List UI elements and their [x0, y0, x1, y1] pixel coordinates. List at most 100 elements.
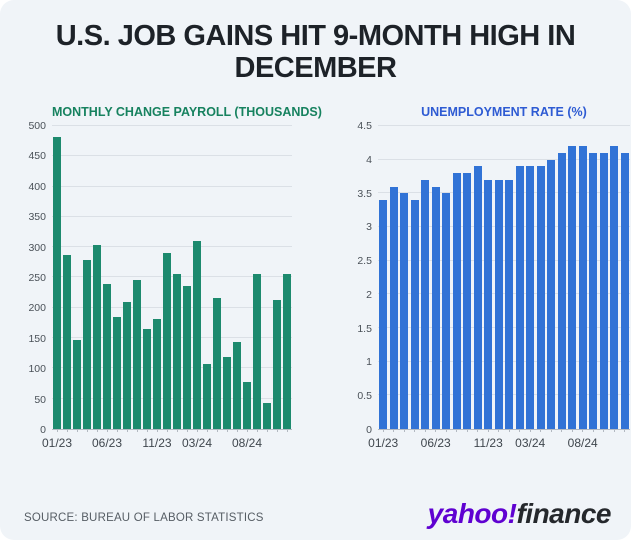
bar-08/24 — [578, 146, 587, 429]
bar-09/23 — [133, 279, 141, 429]
y-tick-label: 0.5 — [357, 390, 372, 403]
tick-mark — [603, 428, 605, 432]
bar-slot — [122, 126, 132, 429]
tick-mark — [613, 428, 615, 432]
y-tick-label: 450 — [28, 150, 46, 163]
bar-slot — [451, 126, 462, 429]
bar-slot — [222, 126, 232, 429]
bar-10/23 — [143, 328, 151, 429]
y-tick-label: 50 — [34, 393, 46, 406]
bar-slot — [142, 126, 152, 429]
tick-mark — [582, 428, 584, 432]
bar-06/23 — [431, 186, 440, 429]
bar-02/24 — [183, 285, 191, 429]
tick-slot — [546, 428, 557, 432]
tick-slot — [52, 428, 62, 432]
x-tick-label: 06/23 — [91, 435, 123, 450]
bar-03/23 — [73, 340, 81, 429]
unemployment-chart: UNEMPLOYMENT RATE (%) 0 0.5 1 1.5 2 2.5 3 3.5 4 4… — [356, 105, 630, 450]
bar-slot — [514, 126, 525, 429]
tick-mark — [56, 428, 58, 432]
bar-01/23 — [53, 136, 61, 429]
bar-slot — [535, 126, 546, 429]
tick-slot — [619, 428, 630, 432]
tick-mark — [519, 428, 521, 432]
payroll-y-axis: 0 50 100 150 200 250 300 350 400 450 500 — [24, 120, 52, 436]
tick-slot — [112, 428, 122, 432]
footer: SOURCE: BUREAU OF LABOR STATISTICS yahoo… — [24, 498, 611, 530]
tick-mark — [126, 428, 128, 432]
bar-slot — [609, 126, 620, 429]
tick-slot — [598, 428, 609, 432]
tick-slot — [132, 428, 142, 432]
tick-slot — [504, 428, 515, 432]
bar-slot — [525, 126, 536, 429]
bar-05/23 — [421, 179, 430, 429]
bar-07/24 — [568, 146, 577, 429]
gridline — [377, 394, 630, 396]
tick-mark — [216, 428, 218, 432]
tick-slot — [493, 428, 504, 432]
bar-slot — [92, 126, 102, 429]
bar-10/23 — [473, 166, 482, 429]
y-tick-label: 350 — [28, 211, 46, 224]
bar-slot — [556, 126, 567, 429]
bar-slot — [202, 126, 212, 429]
x-tick-label: 01/23 — [41, 435, 72, 450]
charts-row: MONTHLY CHANGE PAYROLL (THOUSANDS) 0 50 10… — [0, 105, 631, 450]
page-title-line2: DECEMBER — [234, 52, 397, 85]
bar-02/24 — [515, 166, 524, 429]
y-tick-label: 4.5 — [357, 119, 372, 132]
tick-slot — [142, 428, 152, 432]
bar-06/24 — [557, 152, 566, 429]
y-tick-label: 300 — [28, 241, 46, 254]
y-tick-label: 400 — [28, 180, 46, 193]
gridline — [377, 326, 630, 328]
tick-slot — [82, 428, 92, 432]
bar-slot — [182, 126, 192, 429]
gridline — [52, 215, 292, 217]
tick-slot — [535, 428, 546, 432]
tick-mark — [540, 428, 542, 432]
tick-slot — [409, 428, 420, 432]
bar-12/24 — [283, 273, 291, 429]
tick-slot — [420, 428, 431, 432]
bar-slot — [62, 126, 72, 429]
tick-mark — [176, 428, 178, 432]
bar-slot — [409, 126, 420, 429]
x-tick-label: 01/23 — [368, 435, 399, 450]
bar-03/23 — [400, 193, 409, 429]
unemployment-plot-area: 01/23 06/23 11/23 03/24 08/24 — [368, 124, 630, 450]
bar-slot — [162, 126, 172, 429]
x-tick-label: 03/24 — [181, 435, 213, 450]
bar-slot — [546, 126, 557, 429]
gridline — [52, 306, 292, 308]
y-tick-label: 1.5 — [357, 322, 372, 335]
tick-slot — [609, 428, 620, 432]
tick-mark — [561, 428, 563, 432]
tick-slot — [212, 428, 222, 432]
bar-11/23 — [484, 179, 493, 429]
tick-mark — [571, 428, 573, 432]
bar-11/23 — [153, 318, 161, 429]
tick-mark — [246, 428, 248, 432]
tick-mark — [529, 428, 531, 432]
tick-mark — [592, 428, 594, 432]
tick-slot — [222, 428, 232, 432]
tick-mark — [256, 428, 258, 432]
gridline — [52, 124, 292, 126]
bar-slot — [52, 126, 62, 429]
bar-01/23 — [379, 200, 388, 429]
tick-mark — [414, 428, 416, 432]
y-tick-label: 3.5 — [357, 187, 372, 200]
tick-slot — [232, 428, 242, 432]
x-axis-ticks — [52, 428, 292, 433]
x-tick-label: 06/23 — [420, 435, 451, 450]
tick-mark — [508, 428, 510, 432]
tick-slot — [483, 428, 494, 432]
bar-slot — [242, 126, 252, 429]
bar-07/24 — [233, 341, 241, 429]
tick-mark — [116, 428, 118, 432]
gridline — [52, 397, 292, 399]
